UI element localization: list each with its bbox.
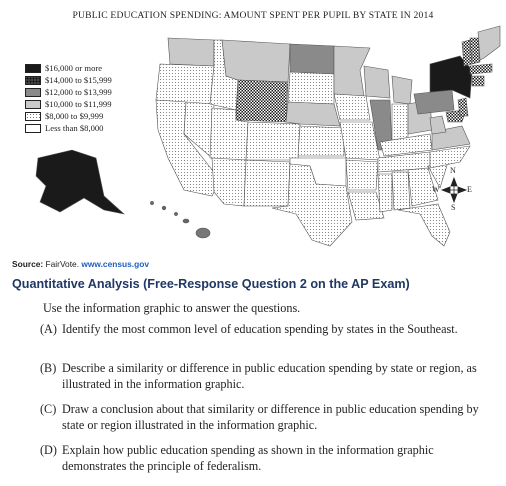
compass-label-n: N [450, 166, 456, 175]
question-letter: (D) [40, 443, 57, 457]
question-text: Describe a similarity or difference in p… [62, 361, 477, 391]
source-label: Source: [12, 259, 44, 269]
question-text: Identify the most common level of educat… [62, 322, 458, 336]
question-letter: (B) [40, 361, 57, 375]
state-massachusetts [469, 63, 493, 75]
state-nebraska [285, 101, 341, 127]
state-colorado [245, 121, 301, 161]
state-minnesota [333, 45, 371, 97]
swatch-checker [25, 75, 41, 85]
state-new-hampshire [469, 37, 481, 65]
question-letter: (A) [40, 322, 57, 336]
state-north-dakota [289, 43, 335, 75]
map-legend: $16,000 or more $14,000 to $15,999 $12,0… [25, 62, 112, 134]
state-alaska [35, 149, 126, 215]
state-south-dakota [287, 71, 335, 105]
state-west-virginia [429, 115, 447, 135]
state-arizona [211, 157, 247, 207]
state-north-carolina [429, 145, 471, 169]
state-new-york [429, 55, 473, 99]
qa-heading: Quantitative Analysis (Free-Response Que… [12, 277, 410, 291]
state-connecticut [471, 75, 485, 87]
state-georgia [407, 167, 439, 207]
source-text: FairVote. [43, 259, 82, 269]
swatch-dots [25, 111, 41, 121]
state-oregon [155, 63, 215, 105]
us-map-graphic [35, 25, 501, 247]
state-washington [167, 37, 215, 67]
state-indiana [391, 103, 409, 141]
compass-label-w: W [432, 185, 440, 194]
legend-item: $12,000 to $13,999 [25, 86, 112, 98]
question-letter: (C) [40, 402, 57, 416]
source-link[interactable]: www.census.gov [81, 259, 149, 269]
map-title: PUBLIC EDUCATION SPENDING: AMOUNT SPENT … [72, 10, 434, 21]
legend-item: Less than $8,000 [25, 122, 112, 134]
state-florida [397, 203, 451, 247]
compass-label-e: E [467, 185, 472, 194]
state-new-mexico [243, 159, 291, 207]
swatch-light-gray [25, 99, 41, 109]
question-d: (D) Explain how public education spendin… [40, 443, 490, 474]
legend-item: $8,000 to $9,999 [25, 110, 112, 122]
question-text: Explain how public education spending as… [62, 443, 434, 473]
source-line: Source: FairVote. www.census.gov [12, 259, 149, 269]
state-michigan [391, 75, 413, 105]
state-kansas [297, 125, 345, 157]
question-a: (A) Identify the most common level of ed… [40, 322, 490, 338]
state-new-jersey [457, 97, 469, 117]
state-texas [271, 163, 353, 247]
state-mississippi [377, 173, 393, 213]
question-c: (C) Draw a conclusion about that similar… [40, 402, 490, 433]
spending-map: PUBLIC EDUCATION SPENDING: AMOUNT SPENT … [25, 10, 501, 247]
state-wyoming [235, 79, 289, 123]
state-montana [221, 39, 291, 83]
legend-item: $14,000 to $15,999 [25, 74, 112, 86]
qa-intro: Use the information graphic to answer th… [43, 301, 301, 315]
compass-label-s: S [451, 203, 456, 212]
state-louisiana [347, 191, 385, 221]
legend-item: $10,000 to $11,999 [25, 98, 112, 110]
swatch-black [25, 63, 41, 73]
question-text: Draw a conclusion about that similarity … [62, 402, 479, 432]
state-pennsylvania [413, 89, 455, 115]
state-alabama [391, 171, 411, 211]
swatch-white [25, 123, 41, 133]
swatch-dark-gray [25, 87, 41, 97]
legend-item: $16,000 or more [25, 62, 112, 74]
state-arkansas [345, 159, 379, 191]
state-maine [477, 25, 501, 61]
compass-rose [440, 176, 468, 204]
state-missouri [339, 121, 381, 161]
state-iowa [333, 93, 371, 121]
question-b: (B) Describe a similarity or difference … [40, 361, 490, 392]
state-wisconsin [363, 65, 391, 99]
